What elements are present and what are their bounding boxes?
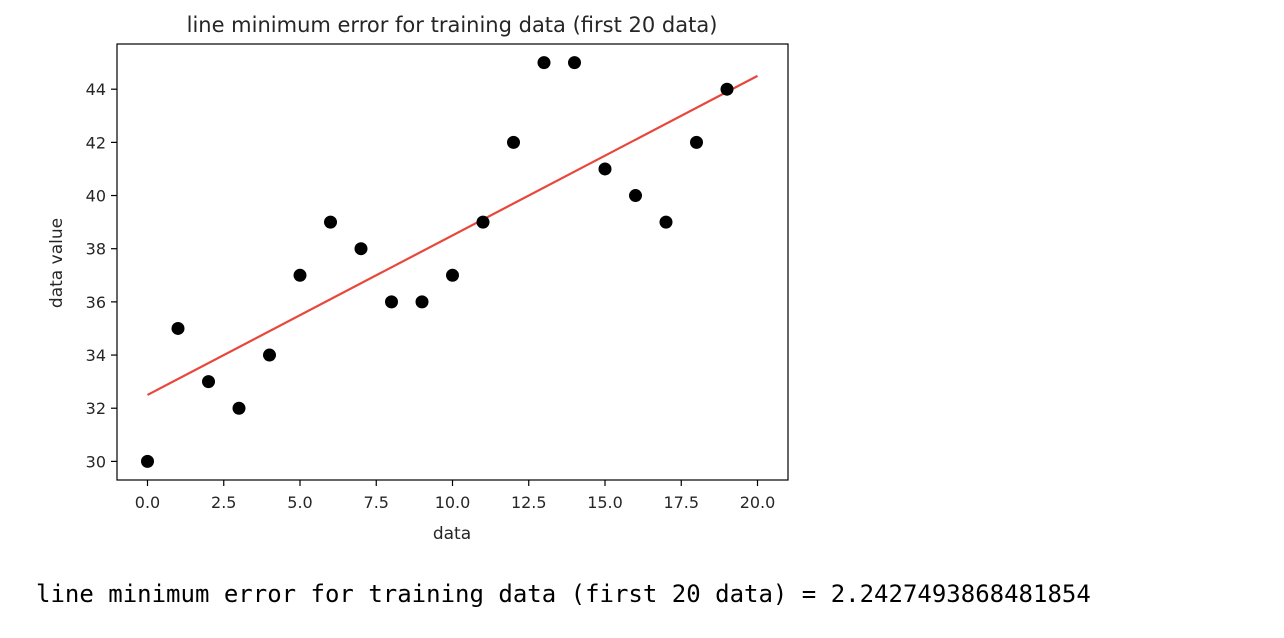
y-tick-label: 38 [86,240,106,259]
x-tick-label: 12.5 [511,493,547,512]
data-point [202,375,215,389]
data-point [446,268,459,282]
data-point [629,189,642,203]
x-tick-label: 2.5 [211,493,236,512]
axes: 0.0 2.5 5.0 7.5 10.0 12.5 15.0 17.5 20.0 30 32 34 36… [86,43,789,512]
data-point [171,321,185,335]
y-tick-label: 42 [86,133,106,152]
x-axis-label: data [433,524,471,544]
y-tick-label: 34 [86,346,106,365]
data-point [476,215,490,229]
data-point [598,162,612,176]
y-tick-label: 44 [86,80,106,99]
x-tick-label: 7.5 [364,493,389,512]
regression-line [146,74,759,396]
data-point [720,82,734,96]
data-point [354,242,368,256]
data-point [690,135,703,149]
data-point [415,295,429,309]
data-point [537,56,551,70]
data-point [263,348,276,362]
x-tick-label: 0.0 [135,493,160,512]
data-point [659,215,673,229]
x-tick-label: 17.5 [663,493,699,512]
plot-area [141,56,759,468]
y-tick-label: 36 [86,293,106,312]
data-point [507,135,520,149]
data-point [385,295,398,309]
chart-title: line minimum error for training data (fi… [187,13,718,37]
plot-frame [116,43,789,481]
data-point [141,454,154,468]
x-tick-label: 5.0 [287,493,312,512]
data-point [568,56,581,70]
y-tick-label: 32 [86,399,106,418]
y-tick-label: 40 [86,187,106,206]
data-point [324,215,337,229]
y-tick-label: 30 [86,452,106,471]
x-tick-label: 10.0 [435,493,471,512]
y-axis-label: data value [47,218,67,308]
x-tick-label: 15.0 [587,493,623,512]
data-point [293,268,307,282]
scatter-chart: line minimum error for training data (fi… [47,13,789,544]
x-tick-label: 20.0 [740,493,776,512]
output-text: line minimum error for training data (fi… [36,580,1091,608]
data-point [232,401,246,415]
